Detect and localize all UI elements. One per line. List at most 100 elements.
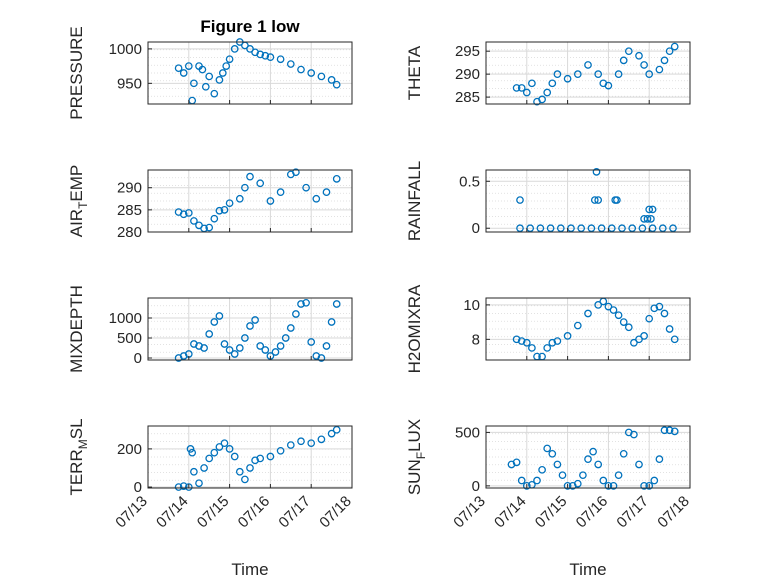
data-point (517, 84, 526, 92)
data-point (179, 482, 188, 490)
data-point (332, 300, 341, 308)
y-tick-label: 285 (117, 202, 142, 219)
y-tick-label: 1000 (109, 310, 142, 327)
x-axis-label: Time (569, 560, 606, 579)
data-point (186, 445, 195, 453)
data-point (276, 188, 285, 196)
data-point (516, 196, 524, 204)
data-point (635, 335, 643, 344)
data-point (522, 482, 531, 490)
data-point (198, 65, 207, 74)
data-point (230, 350, 239, 358)
data-point (543, 444, 552, 453)
data-point (590, 196, 599, 204)
y-axis-label: AIRTEMP (67, 165, 90, 238)
data-point (302, 298, 310, 307)
data-point (201, 82, 210, 91)
data-point (235, 344, 244, 352)
data-point (594, 70, 603, 78)
data-point (322, 188, 331, 196)
data-point (332, 425, 341, 434)
data-point (218, 69, 227, 77)
data-point (614, 471, 623, 480)
data-point (276, 55, 285, 64)
data-point (241, 475, 249, 484)
data-point (614, 311, 623, 320)
data-point (594, 460, 603, 469)
data-point (548, 338, 557, 347)
data-point (241, 183, 249, 192)
axes-frame (485, 169, 691, 233)
data-point (210, 318, 219, 326)
data-point (225, 55, 234, 64)
axes-1: 950 1000 PRESSURE (67, 26, 353, 120)
data-point (589, 447, 597, 456)
data-point (327, 76, 336, 84)
data-point (536, 224, 545, 233)
data-point (645, 205, 654, 214)
data-point (628, 224, 637, 233)
data-point (538, 465, 546, 474)
data-point (638, 224, 647, 233)
data-point (512, 458, 521, 467)
data-point (230, 45, 239, 53)
data-point (251, 316, 259, 324)
data-point (235, 467, 244, 476)
data-point (184, 209, 193, 217)
data-point (609, 482, 618, 490)
axes-7: 0 200 TERRMSL 07/13 07/14 07/15 07/16 07/17 07/1… (67, 418, 355, 579)
x-tick-label: 07/15 (194, 493, 233, 532)
data-point (546, 224, 555, 233)
y-tick-label: 295 (455, 43, 480, 60)
y-axis-label: TERRMSL (67, 418, 90, 495)
data-point (266, 53, 275, 62)
data-point (604, 81, 613, 90)
data-point (205, 223, 214, 232)
axes-frame (147, 41, 353, 105)
data-point (246, 464, 254, 472)
data-point (302, 183, 310, 192)
data-point (261, 346, 270, 354)
data-point (292, 168, 300, 177)
data-point (599, 476, 608, 485)
y-tick-label: 500 (117, 330, 142, 347)
data-point (266, 197, 275, 205)
data-point (517, 476, 526, 485)
y-tick-label: 0.5 (459, 173, 480, 190)
data-point (613, 196, 621, 204)
data-point (246, 322, 254, 330)
data-point (609, 306, 618, 314)
data-point (276, 446, 285, 455)
data-point (584, 309, 592, 318)
y-tick-label: 0 (472, 478, 480, 495)
data-point (648, 205, 657, 214)
data-point (220, 340, 229, 348)
data-point (658, 224, 667, 233)
data-point (660, 426, 669, 435)
y-tick-label: 0 (472, 220, 480, 237)
data-point (669, 224, 677, 233)
axes-3: 280 285 290 AIRTEMP (67, 165, 353, 241)
data-point (563, 74, 572, 83)
data-point (286, 441, 295, 449)
data-point (246, 172, 254, 181)
data-point (665, 325, 674, 333)
data-point (225, 445, 234, 453)
data-point (241, 334, 249, 342)
data-point (190, 79, 198, 88)
data-point (215, 76, 224, 84)
y-axis-label: PRESSURE (67, 26, 86, 120)
data-point (594, 196, 603, 204)
data-point (225, 346, 234, 354)
data-point (563, 332, 572, 340)
y-tick-label: 0 (134, 479, 142, 496)
x-tick-label: 07/17 (613, 493, 652, 532)
data-point (512, 84, 521, 92)
x-tick-label: 07/18 (654, 493, 693, 532)
axes-2: 285 290 295 THETA (405, 41, 691, 106)
data-point (584, 61, 592, 69)
data-point (553, 70, 562, 78)
x-tick-label: 07/13 (450, 493, 489, 532)
data-point (190, 467, 198, 476)
